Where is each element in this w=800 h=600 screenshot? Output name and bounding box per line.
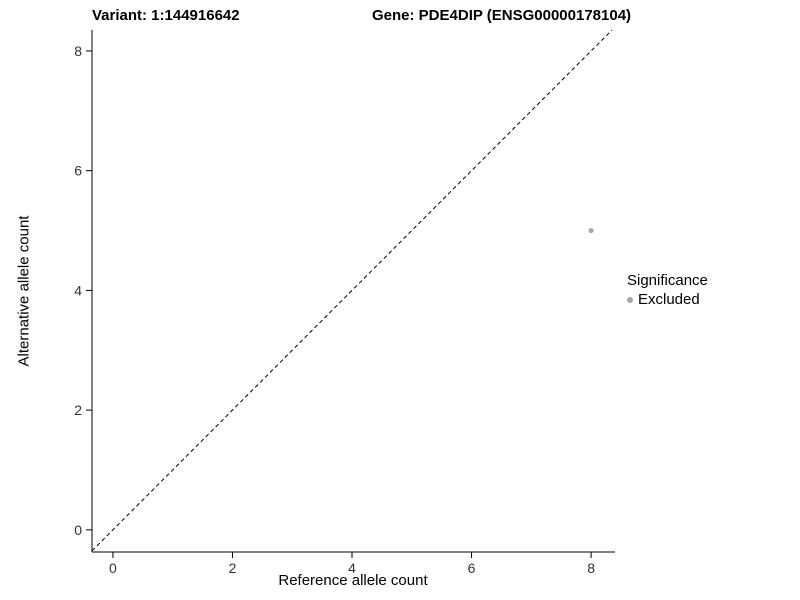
x-tick-label: 2: [229, 560, 237, 576]
y-tick-label: 4: [74, 282, 82, 298]
y-tick-label: 0: [74, 522, 82, 538]
x-tick-label: 4: [348, 560, 356, 576]
data-point: [588, 227, 594, 234]
y-tick-label: 8: [74, 43, 82, 59]
identity-dashed-line: [91, 29, 613, 552]
y-tick-label: 6: [74, 163, 82, 179]
x-tick-label: 0: [109, 560, 117, 576]
y-axis-label: Alternative allele count: [15, 215, 33, 367]
legend-entry-excluded: Excluded: [627, 291, 708, 308]
x-tick-label: 6: [468, 560, 476, 576]
x-tick-label: 8: [587, 560, 595, 576]
legend: Significance Excluded: [627, 272, 708, 308]
legend-title: Significance: [627, 272, 708, 289]
x-axis-label: Reference allele count: [278, 572, 428, 589]
y-tick-label: 2: [74, 402, 82, 418]
legend-key-dot-icon: [627, 296, 633, 303]
plot-title-variant: Variant: 1:144916642: [92, 7, 240, 24]
legend-entry-label: Excluded: [638, 291, 700, 308]
plot-title-gene: Gene: PDE4DIP (ENSG00000178104): [372, 7, 632, 24]
